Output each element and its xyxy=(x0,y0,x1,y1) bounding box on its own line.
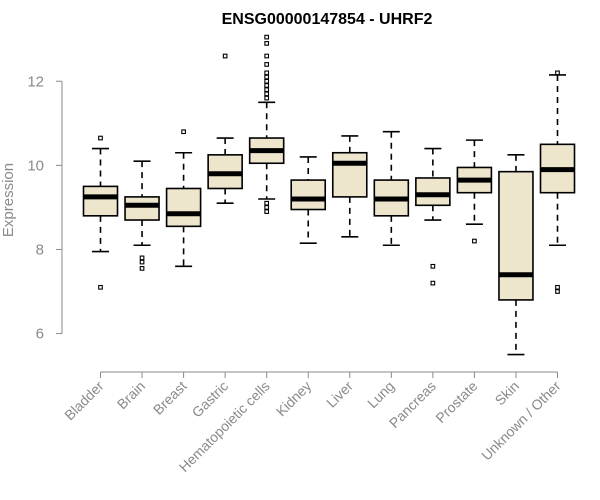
outlier-point xyxy=(139,259,145,265)
box-prostate xyxy=(456,139,493,244)
box-gastric xyxy=(207,53,243,205)
box-kidney xyxy=(290,156,327,244)
box-iqr xyxy=(82,185,119,217)
x-tick-label: Unknown / Other xyxy=(478,378,564,464)
chart-title: ENSG00000147854 - UHRF2 xyxy=(222,11,433,28)
x-tick-label: Breast xyxy=(150,378,190,418)
outlier-point xyxy=(264,74,270,80)
box-iqr xyxy=(331,151,368,198)
x-tick-label: Kidney xyxy=(273,378,315,420)
x-tick-label: Brain xyxy=(114,378,148,412)
outlier-point xyxy=(264,41,270,46)
x-tick-label: Liver xyxy=(323,378,356,411)
y-tick-label: 6 xyxy=(36,326,44,343)
outlier-point xyxy=(264,205,270,210)
outlier-point xyxy=(264,87,270,93)
outlier-point xyxy=(264,70,270,76)
box-iqr xyxy=(165,187,202,228)
box-iqr xyxy=(290,179,327,211)
box-pancreas xyxy=(415,147,451,286)
box-iqr xyxy=(498,170,534,301)
x-tick-label: Prostate xyxy=(432,378,480,426)
y-tick-label: 10 xyxy=(27,157,44,174)
outlier-point xyxy=(139,255,145,261)
box-breast xyxy=(165,129,202,268)
box-lung xyxy=(373,130,410,247)
outlier-point xyxy=(264,78,270,84)
y-axis: 6 8 10 12 xyxy=(27,73,63,343)
y-tick-label: 8 xyxy=(36,241,44,258)
box-hematopoietic-cells xyxy=(248,34,285,214)
outlier-point xyxy=(264,62,270,67)
outlier-point xyxy=(222,53,228,59)
box-skin xyxy=(498,154,534,356)
box-liver xyxy=(331,135,368,238)
x-tick-label: Lung xyxy=(364,378,397,411)
x-tick-label: Skin xyxy=(492,378,523,409)
outlier-point xyxy=(98,284,103,290)
outlier-point xyxy=(98,135,103,141)
outlier-point xyxy=(139,266,145,271)
outlier-point xyxy=(264,95,270,101)
box-iqr xyxy=(124,196,160,221)
outlier-point xyxy=(555,70,560,76)
box-iqr xyxy=(415,177,451,207)
outlier-point xyxy=(430,280,436,286)
x-tick-label: Bladder xyxy=(61,378,107,424)
outlier-point xyxy=(264,53,270,59)
outlier-point xyxy=(264,209,270,214)
outlier-point xyxy=(264,83,270,88)
y-axis-label: Expression xyxy=(0,163,17,237)
outlier-point xyxy=(555,289,560,294)
boxes xyxy=(82,34,576,356)
outlier-point xyxy=(264,200,270,206)
outlier-point xyxy=(181,129,186,135)
box-unknown-other xyxy=(539,70,576,294)
outlier-point xyxy=(264,34,270,40)
outlier-point xyxy=(264,91,270,97)
outlier-point xyxy=(430,263,436,269)
outlier-point xyxy=(555,284,560,290)
y-tick-label: 12 xyxy=(27,73,44,90)
outlier-point xyxy=(472,238,477,244)
box-bladder xyxy=(82,135,119,290)
box-brain xyxy=(124,160,160,271)
